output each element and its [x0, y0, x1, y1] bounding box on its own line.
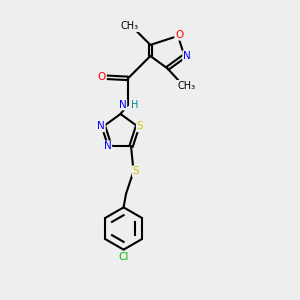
Text: Cl: Cl [118, 252, 129, 262]
Text: O: O [175, 30, 183, 40]
Text: O: O [98, 72, 106, 82]
Text: CH₃: CH₃ [177, 81, 195, 91]
Text: N: N [183, 51, 191, 61]
Text: N: N [97, 122, 105, 131]
Text: N: N [118, 100, 126, 110]
Text: S: S [137, 122, 143, 131]
Text: N: N [103, 141, 111, 152]
Text: H: H [131, 100, 139, 110]
Text: CH₃: CH₃ [120, 21, 138, 31]
Text: S: S [133, 166, 139, 176]
